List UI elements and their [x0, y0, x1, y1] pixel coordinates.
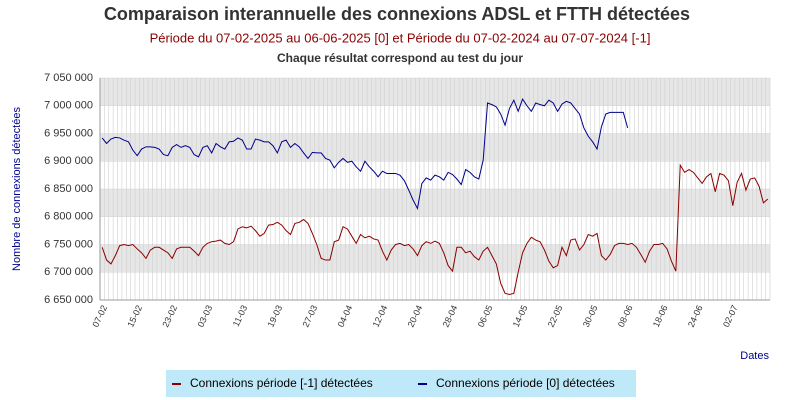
x-tick-label: 20-04 [406, 304, 425, 329]
y-tick-label: 7 000 000 [44, 100, 93, 112]
x-tick-label: 11-03 [231, 304, 250, 328]
x-tick-label: 14-05 [511, 304, 530, 329]
series-line [101, 97, 629, 210]
legend-box [166, 370, 636, 397]
grid-band [100, 244, 770, 273]
chart-subtitle: Période du 07-02-2025 au 06-06-2025 [0] … [150, 30, 651, 45]
y-tick-label: 6 900 000 [44, 155, 93, 167]
series-line [101, 163, 769, 295]
x-tick-label: 15-02 [125, 304, 144, 329]
x-axis-label: Dates [740, 350, 769, 362]
grid-band [100, 105, 770, 134]
y-tick-label: 6 700 000 [44, 266, 93, 278]
x-tick-label: 24-06 [686, 304, 705, 329]
legend-label: Connexions période [-1] détectées [190, 376, 373, 390]
grid-band [100, 272, 770, 300]
x-tick-label: 12-04 [371, 304, 390, 329]
y-tick-label: 6 650 000 [44, 294, 93, 306]
y-axis-label: Nombre de connexions détectées [11, 107, 23, 271]
y-tick-label: 6 800 000 [44, 211, 93, 223]
y-tick-label: 6 950 000 [44, 127, 93, 139]
grid-band [100, 189, 770, 217]
x-tick-label: 02-07 [721, 304, 740, 329]
grid-band [100, 216, 770, 245]
x-tick-label: 07-02 [90, 304, 109, 329]
x-tick-label: 19-03 [266, 304, 285, 329]
x-tick-label: 06-05 [476, 304, 495, 329]
x-tick-label: 03-03 [195, 304, 214, 329]
x-tick-label: 22-05 [546, 304, 565, 329]
legend-label: Connexions période [0] détectées [436, 376, 615, 390]
x-tick-label: 27-03 [301, 304, 320, 329]
chart-title: Comparaison interannuelle des connexions… [104, 4, 690, 24]
y-tick-label: 6 850 000 [44, 183, 93, 195]
grid-band [100, 78, 770, 106]
grid-band [100, 133, 770, 162]
x-tick-label: 30-05 [581, 304, 600, 329]
x-tick-label: 28-04 [441, 304, 460, 329]
chart-caption: Chaque résultat correspond au test du jo… [277, 51, 523, 65]
x-tick-label: 23-02 [160, 304, 179, 329]
x-tick-label: 04-04 [336, 304, 355, 329]
x-tick-label: 18-06 [651, 304, 670, 329]
y-tick-label: 6 750 000 [44, 238, 93, 250]
y-tick-label: 7 050 000 [44, 72, 93, 84]
x-tick-label: 08-06 [616, 304, 635, 329]
